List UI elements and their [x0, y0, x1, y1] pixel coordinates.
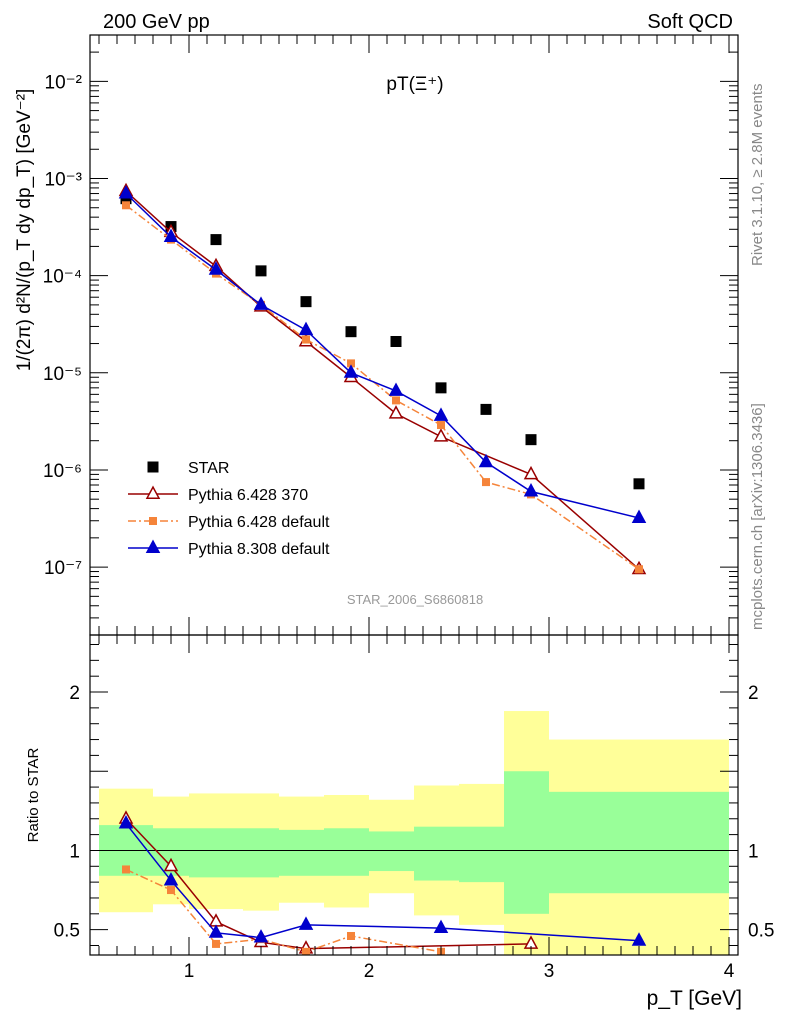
ratio-point — [167, 886, 175, 895]
ratio-y-tick-label: 1 — [69, 841, 80, 862]
ratio-band-inner — [189, 828, 243, 878]
legend-marker — [147, 461, 159, 473]
legend: STAR Pythia 6.428 370 Pythia 6.428 default… — [128, 460, 330, 558]
ratio-point — [298, 916, 314, 930]
y-tick-label: 10⁻⁷ — [44, 558, 82, 579]
ratio-band-inner — [324, 828, 369, 876]
data-point — [345, 326, 357, 338]
data-point — [433, 428, 449, 442]
ratio-frame — [89, 634, 739, 956]
series-star — [120, 193, 645, 490]
ratio-y-tick-label: 2 — [69, 683, 80, 704]
ratio-panel: 0.5 0.5 1 1 2 2 1 2 3 4 Ratio to STAR p_T [GeV] — [25, 634, 774, 1010]
main-panel: 10⁻⁷ 10⁻⁶ 10⁻⁵ 10⁻⁴ 10⁻³ 10⁻² pT(Ξ⁺) STAR_200… — [14, 34, 739, 636]
ratio-point — [433, 919, 449, 934]
x-tick-label: 4 — [724, 961, 735, 982]
data-point — [253, 296, 269, 310]
ratio-y-tick-label-right: 2 — [748, 683, 759, 704]
data-point — [210, 234, 222, 246]
ratio-ylabel: Ratio to STAR — [25, 747, 42, 842]
ratio-band-inner — [243, 828, 279, 878]
legend-marker — [149, 517, 157, 525]
legend-label: Pythia 8.308 default — [188, 541, 330, 558]
ratio-point — [163, 872, 179, 886]
data-point — [525, 434, 537, 446]
data-point — [302, 335, 310, 344]
y-tick-label: 10⁻⁶ — [43, 461, 82, 482]
ratio-band-inner — [369, 831, 414, 872]
data-point — [480, 403, 492, 415]
main-title: pT(Ξ⁺) — [386, 74, 443, 95]
data-point — [437, 421, 445, 430]
data-point — [208, 261, 224, 275]
legend-label: STAR — [188, 460, 229, 477]
ratio-band-inner — [414, 826, 459, 881]
data-point — [523, 483, 539, 497]
x-tick-label: 1 — [184, 961, 195, 982]
data-point — [433, 407, 449, 421]
data-point — [523, 465, 539, 480]
ratio-point — [163, 857, 179, 872]
legend-label: Pythia 6.428 default — [188, 514, 330, 531]
data-point — [633, 478, 645, 490]
data-point — [122, 201, 130, 210]
legend-label: Pythia 6.428 370 — [188, 487, 308, 504]
ratio-point — [302, 947, 310, 955]
y-tick-label: 10⁻³ — [45, 170, 83, 191]
data-point — [298, 321, 314, 336]
legend-marker — [145, 539, 161, 553]
data-point — [347, 359, 355, 368]
data-point — [482, 478, 490, 487]
data-point — [300, 296, 312, 308]
data-point — [631, 509, 647, 523]
data-point — [118, 185, 134, 199]
ratio-point — [122, 865, 130, 874]
ratio-series-pythia-8-308-default — [118, 815, 647, 946]
ratio-line — [125, 818, 532, 950]
data-point — [635, 565, 643, 574]
series-pythia-8-308-default — [118, 185, 647, 523]
x-tick-label: 2 — [364, 961, 375, 982]
ratio-band-inner — [549, 791, 729, 894]
side-label-top: Rivet 3.1.10, ≥ 2.8M events — [749, 84, 766, 267]
side-label-bottom: mcplots.cern.ch [arXiv:1306.3436] — [749, 403, 766, 630]
data-point — [388, 382, 404, 396]
series-line — [125, 190, 640, 570]
data-point — [390, 335, 402, 347]
ratio-band-inner — [279, 829, 324, 876]
ratio-band-inner — [459, 826, 504, 883]
ratio-series-group — [118, 810, 647, 955]
ratio-point — [212, 939, 220, 948]
header-right: Soft QCD — [647, 11, 733, 33]
data-point — [388, 405, 404, 419]
data-point — [255, 265, 267, 277]
ratio-y-tick-label: 0.5 — [54, 921, 80, 942]
ratio-y-tick-label-right: 1 — [748, 841, 759, 862]
ratio-point — [631, 932, 647, 946]
header-left: 200 GeV pp — [103, 11, 210, 33]
y-tick-label: 10⁻⁵ — [43, 364, 82, 385]
watermark: STAR_2006_S6860818 — [347, 592, 483, 607]
main-ylabel: 1/(2π) d²N/(p_T dy dp_T) [GeV⁻²] — [14, 89, 35, 372]
ratio-point — [347, 931, 355, 940]
data-point — [478, 453, 494, 468]
ratio-series-pythia-6-428-370 — [118, 810, 539, 954]
ratio-point — [118, 815, 134, 829]
data-point — [392, 396, 400, 405]
x-axis-label: p_T [GeV] — [647, 987, 742, 1010]
ratio-y-tick-label-right: 0.5 — [748, 921, 774, 942]
data-point — [120, 193, 132, 205]
ratio-band-inner — [504, 771, 549, 914]
x-tick-label: 3 — [544, 961, 555, 982]
y-tick-label: 10⁻² — [45, 72, 83, 93]
legend-marker — [145, 485, 161, 499]
data-point — [343, 364, 359, 378]
data-point — [435, 382, 447, 394]
data-point — [163, 228, 179, 242]
y-tick-label: 10⁻⁴ — [43, 267, 82, 288]
ratio-point — [208, 924, 224, 938]
ratio-point — [253, 929, 269, 943]
